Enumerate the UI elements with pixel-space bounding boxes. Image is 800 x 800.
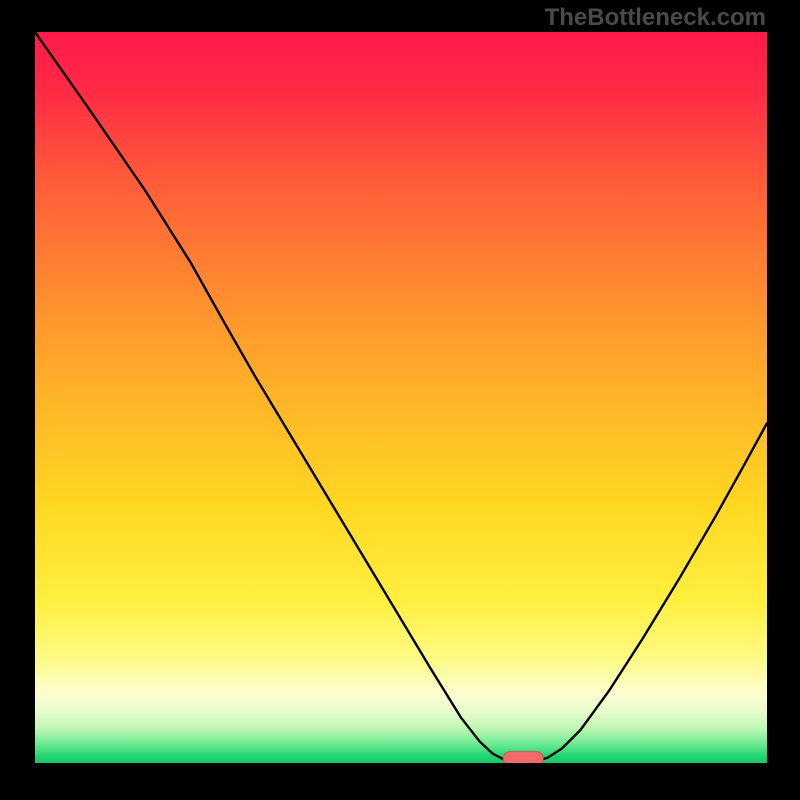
plot-area xyxy=(35,32,767,763)
marker-pill xyxy=(503,752,543,763)
bottleneck-curve xyxy=(35,32,767,762)
watermark-text: TheBottleneck.com xyxy=(545,4,766,32)
curve-layer xyxy=(35,32,767,763)
chart-container: TheBottleneck.com xyxy=(0,0,800,800)
